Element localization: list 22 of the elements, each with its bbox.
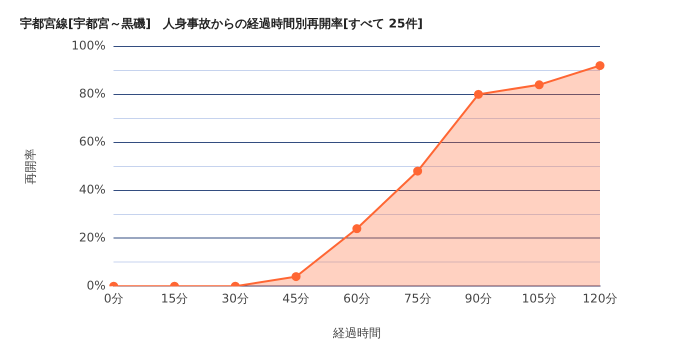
y-tick-label: 20% [79, 230, 106, 244]
point [596, 61, 604, 70]
x-tick-label: 60分 [343, 292, 370, 306]
y-tick-label: 0% [86, 278, 106, 292]
x-tick-label: 120分 [582, 292, 618, 306]
x-tick-label: 105分 [522, 292, 557, 306]
y-tick-label: 80% [79, 86, 106, 100]
x-tick-label: 30分 [222, 292, 249, 306]
y-tick-label: 100% [71, 38, 106, 53]
x-axis-title: 経過時間 [332, 326, 381, 340]
y-tick-label: 40% [79, 182, 106, 196]
y-tick-label: 60% [79, 134, 106, 148]
x-tick-label: 90分 [464, 292, 492, 306]
x-tick-label: 15分 [160, 292, 188, 306]
x-tick-label: 45分 [282, 292, 310, 306]
point [534, 80, 544, 90]
chart-title: 宇都宮線[宇都宮～黒磯] 人身事故からの経過時間別再開率[すべて 25件] [20, 16, 423, 30]
y-axis-title: 再開率 [23, 148, 38, 184]
x-tick-label: 0分 [104, 292, 124, 306]
x-tick-label: 75分 [404, 292, 432, 306]
point [413, 166, 422, 176]
point [474, 90, 483, 99]
